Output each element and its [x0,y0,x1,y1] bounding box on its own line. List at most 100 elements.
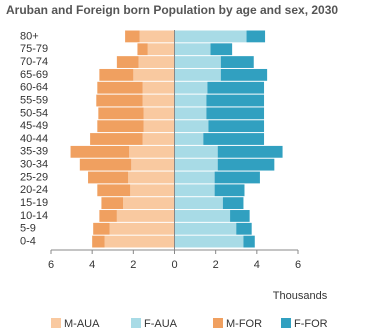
bar [88,171,129,184]
bar [174,107,207,120]
bar [101,197,124,210]
y-tick-label: 10-14 [20,210,48,222]
bar [99,210,117,222]
bar [142,81,175,94]
bar [109,222,175,235]
bar [174,158,218,171]
bar [130,184,175,197]
bar [143,120,175,133]
bar [123,197,175,210]
bar [142,133,175,145]
bar [70,145,130,158]
y-tick-label: 60-64 [20,82,48,94]
bar [174,235,244,248]
bar [220,56,254,68]
bar [97,81,143,94]
bar [174,94,207,107]
bar [174,30,247,43]
y-tick-label: 15-19 [20,197,48,209]
bar [125,30,140,43]
bar [79,158,132,171]
bar [174,222,237,235]
x-tick-label: 4 [89,259,95,271]
bar [174,120,209,133]
bar [90,133,143,145]
legend-swatch [51,318,61,328]
chart-title: Aruban and Foreign born Population by ag… [6,3,338,17]
y-tick-label: 50-54 [20,107,48,119]
bar [99,68,134,81]
legend-label: F-AUA [144,318,178,330]
bar [174,56,221,68]
bar [208,120,265,133]
legend-swatch [213,318,223,328]
y-tick-label: 80+ [20,30,39,42]
y-tick-label: 20-24 [20,184,48,196]
bar [217,145,283,158]
bar [230,210,250,222]
y-tick-label: 30-34 [20,159,48,171]
bar [128,171,175,184]
bar [206,94,265,107]
bar [214,184,245,197]
legend-label: M-FOR [226,318,262,330]
y-tick-label: 70-74 [20,56,48,68]
bar [236,222,252,235]
bar [142,94,175,107]
bar [246,30,266,43]
bar [96,94,143,107]
y-tick-label: 25-29 [20,171,48,183]
bar [222,197,244,210]
y-tick-label: 75-79 [20,43,48,55]
bar [206,107,265,120]
y-tick-label: 35-39 [20,146,48,158]
bar [214,171,260,184]
y-tick-label: 55-59 [20,94,48,106]
bar [138,56,175,68]
bar [97,184,131,197]
bar [98,107,144,120]
x-tick-label: 2 [130,259,136,271]
bar [207,81,265,94]
legend-swatch [131,318,141,328]
bar [174,68,221,81]
bar [97,120,144,133]
bar [210,43,233,56]
bar [243,235,255,248]
x-axis-label: Thousands [273,290,328,302]
bar [116,56,139,68]
y-tick-label: 5-9 [20,223,36,235]
x-tick-label: 6 [295,259,301,271]
y-tick-label: 45-49 [20,120,48,132]
bar [143,107,175,120]
legend-swatch [281,318,291,328]
legend-label: F-FOR [294,318,328,330]
bar [93,222,110,235]
bar [133,68,175,81]
bar [174,43,211,56]
bar [174,210,231,222]
y-tick-label: 65-69 [20,69,48,81]
bar [174,184,215,197]
bar [129,145,175,158]
bar [131,158,175,171]
x-tick-label: 0 [171,259,177,271]
bar [174,171,215,184]
bar [174,145,218,158]
bar [217,158,275,171]
legend-label: M-AUA [64,318,100,330]
bar [137,43,148,56]
bar [104,235,175,248]
bar [203,133,265,145]
x-tick-label: 4 [254,259,260,271]
bar [174,133,204,145]
bar [116,210,175,222]
bar [174,197,223,210]
bar [139,30,175,43]
bar [174,81,208,94]
bar [220,68,268,81]
y-tick-label: 40-44 [20,133,48,145]
y-tick-label: 0-4 [20,235,36,247]
x-tick-label: 2 [213,259,219,271]
